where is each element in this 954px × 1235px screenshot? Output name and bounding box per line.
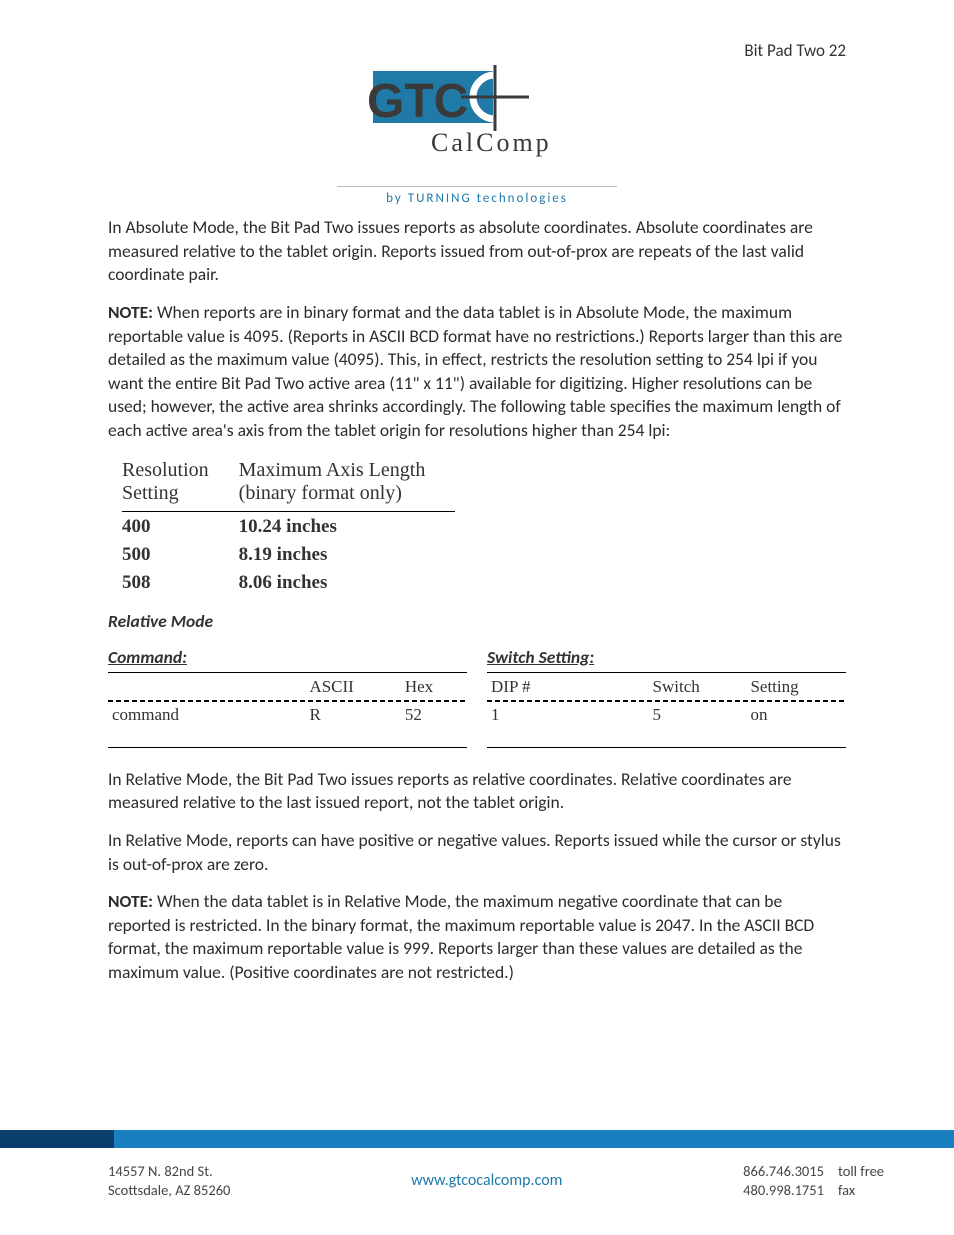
- paragraph-relative-1: In Relative Mode, the Bit Pad Two issues…: [108, 768, 846, 815]
- switch-heading: Switch Setting:: [487, 646, 846, 668]
- command-heading: Command:: [108, 646, 467, 668]
- res-col2-header: Maximum Axis Length(binary format only): [239, 457, 456, 512]
- paragraph-absolute-mode: In Absolute Mode, the Bit Pad Two issues…: [108, 216, 846, 287]
- svg-text:CalComp: CalComp: [431, 128, 552, 157]
- note-absolute-mode: NOTE: When reports are in binary format …: [108, 301, 846, 443]
- relative-mode-heading: Relative Mode: [108, 610, 846, 632]
- note-body: When the data tablet is in Relative Mode…: [108, 890, 814, 983]
- switch-table: DIP # Switch Setting 1 5 on: [487, 672, 846, 750]
- note-label: NOTE:: [108, 301, 153, 323]
- resolution-table: ResolutionSetting Maximum Axis Length(bi…: [122, 457, 455, 596]
- footer-url: www.gtcocalcomp.com: [411, 1171, 562, 1190]
- table-row: 500 8.19 inches: [122, 540, 455, 568]
- logo-block: GTC CalComp by TURNING technologies: [108, 65, 846, 206]
- table-row: 400 10.24 inches: [122, 511, 455, 540]
- switch-section: Switch Setting: DIP # Switch Setting 1 5…: [487, 646, 846, 750]
- note-label: NOTE:: [108, 890, 153, 912]
- page-number: Bit Pad Two 22: [108, 40, 846, 61]
- note-body: When reports are in binary format and th…: [108, 301, 842, 441]
- command-section: Command: ASCII Hex command R 52: [108, 646, 467, 750]
- footer-phones: 866.746.3015toll free 480.998.1751fax: [743, 1162, 884, 1200]
- footer-color-bar: [0, 1130, 954, 1148]
- footer: 14557 N. 82nd St. Scottsdale, AZ 85260 w…: [0, 1148, 954, 1230]
- gtco-calcomp-logo: GTC CalComp: [327, 65, 627, 175]
- svg-text:GTC: GTC: [367, 75, 468, 128]
- paragraph-relative-2: In Relative Mode, reports can have posit…: [108, 829, 846, 876]
- command-table: ASCII Hex command R 52: [108, 672, 467, 750]
- logo-byline: by TURNING technologies: [108, 191, 846, 206]
- table-row: 508 8.06 inches: [122, 568, 455, 596]
- res-col1-header: ResolutionSetting: [122, 457, 239, 512]
- footer-address: 14557 N. 82nd St. Scottsdale, AZ 85260: [108, 1162, 230, 1200]
- note-relative-mode: NOTE: When the data tablet is in Relativ…: [108, 890, 846, 985]
